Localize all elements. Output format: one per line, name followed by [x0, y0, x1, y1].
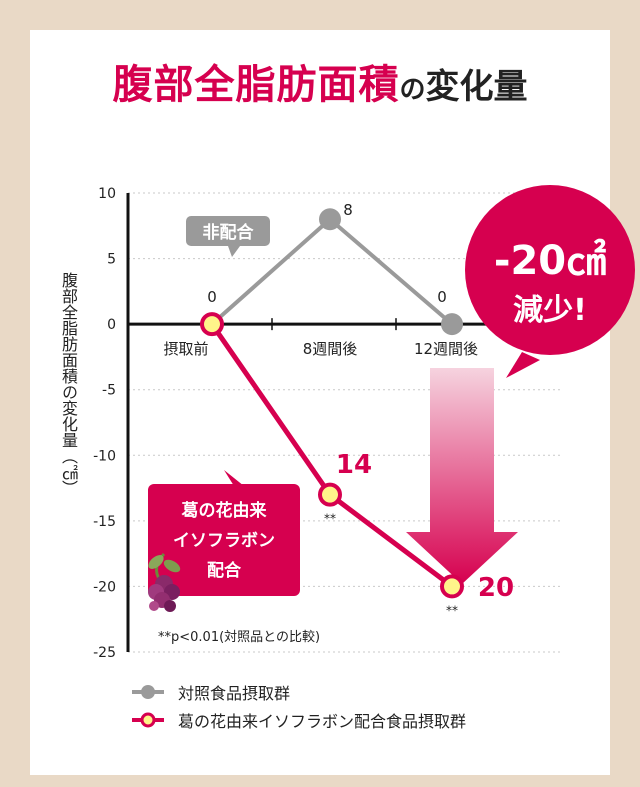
treatment-tag-line-2: イソフラボン	[173, 531, 275, 551]
treatment-point	[200, 312, 224, 337]
title-suffix: 変化量	[425, 67, 528, 107]
y-tick-label: -20	[93, 579, 116, 595]
significance-marker: **	[324, 512, 336, 526]
title-main: 腹部全脂肪面積	[112, 62, 400, 108]
y-axis-label: 腹部全脂肪面積の変化量（㎠）	[59, 272, 78, 496]
treatment-data-label: 20	[478, 573, 514, 603]
flower-icon	[148, 552, 181, 612]
reduction-value: -20㎠	[494, 238, 606, 284]
reduction-word: 減少!	[513, 293, 587, 328]
reduction-bubble: -20㎠ 減少!	[465, 185, 635, 378]
y-tick-label: -10	[93, 448, 116, 464]
control-point	[319, 208, 341, 231]
legend-label-treatment: 葛の花由来イソフラボン配合食品摂取群	[178, 712, 467, 731]
y-tick-label: -5	[102, 383, 116, 399]
chart-title: 腹部全脂肪面積の変化量	[0, 52, 640, 110]
control-point	[441, 313, 463, 336]
y-tick-label: 5	[107, 252, 116, 268]
x-tick-label: 摂取前	[163, 340, 208, 358]
control-data-label: 0	[207, 288, 217, 306]
y-tick-label: -15	[93, 514, 116, 530]
arrow-down-icon	[406, 368, 518, 584]
treatment-tag-line-1: 葛の花由来	[181, 500, 268, 521]
footnote: **p<0.01(対照品との比較)	[158, 630, 321, 645]
control-data-label: 8	[343, 201, 353, 219]
y-tick-label: 10	[98, 186, 116, 202]
legend-label-control: 対照食品摂取群	[178, 684, 291, 703]
treatment-tag-line-3: 配合	[207, 560, 242, 581]
control-tag: 非配合	[186, 216, 270, 257]
y-tick-label: 0	[107, 317, 116, 333]
treatment-point	[318, 482, 342, 507]
significance-marker: **	[446, 603, 458, 617]
x-tick-label: 12週間後	[414, 340, 478, 358]
legend-marker-control	[132, 685, 164, 699]
control-tag-text: 非配合	[203, 222, 255, 243]
treatment-tag: 葛の花由来 イソフラボン 配合	[148, 470, 300, 596]
control-data-label: 0	[437, 288, 447, 306]
x-tick-label: 8週間後	[303, 340, 358, 358]
legend: 対照食品摂取群 葛の花由来イソフラボン配合食品摂取群	[130, 678, 466, 734]
treatment-point	[440, 574, 464, 599]
title-particle: の	[399, 75, 426, 105]
legend-marker-treatment	[132, 712, 164, 728]
legend-item-treatment: 葛の花由来イソフラボン配合食品摂取群	[130, 706, 466, 734]
y-tick-label: -25	[93, 645, 116, 661]
treatment-data-label: 14	[336, 450, 372, 480]
legend-item-control: 対照食品摂取群	[130, 678, 466, 706]
